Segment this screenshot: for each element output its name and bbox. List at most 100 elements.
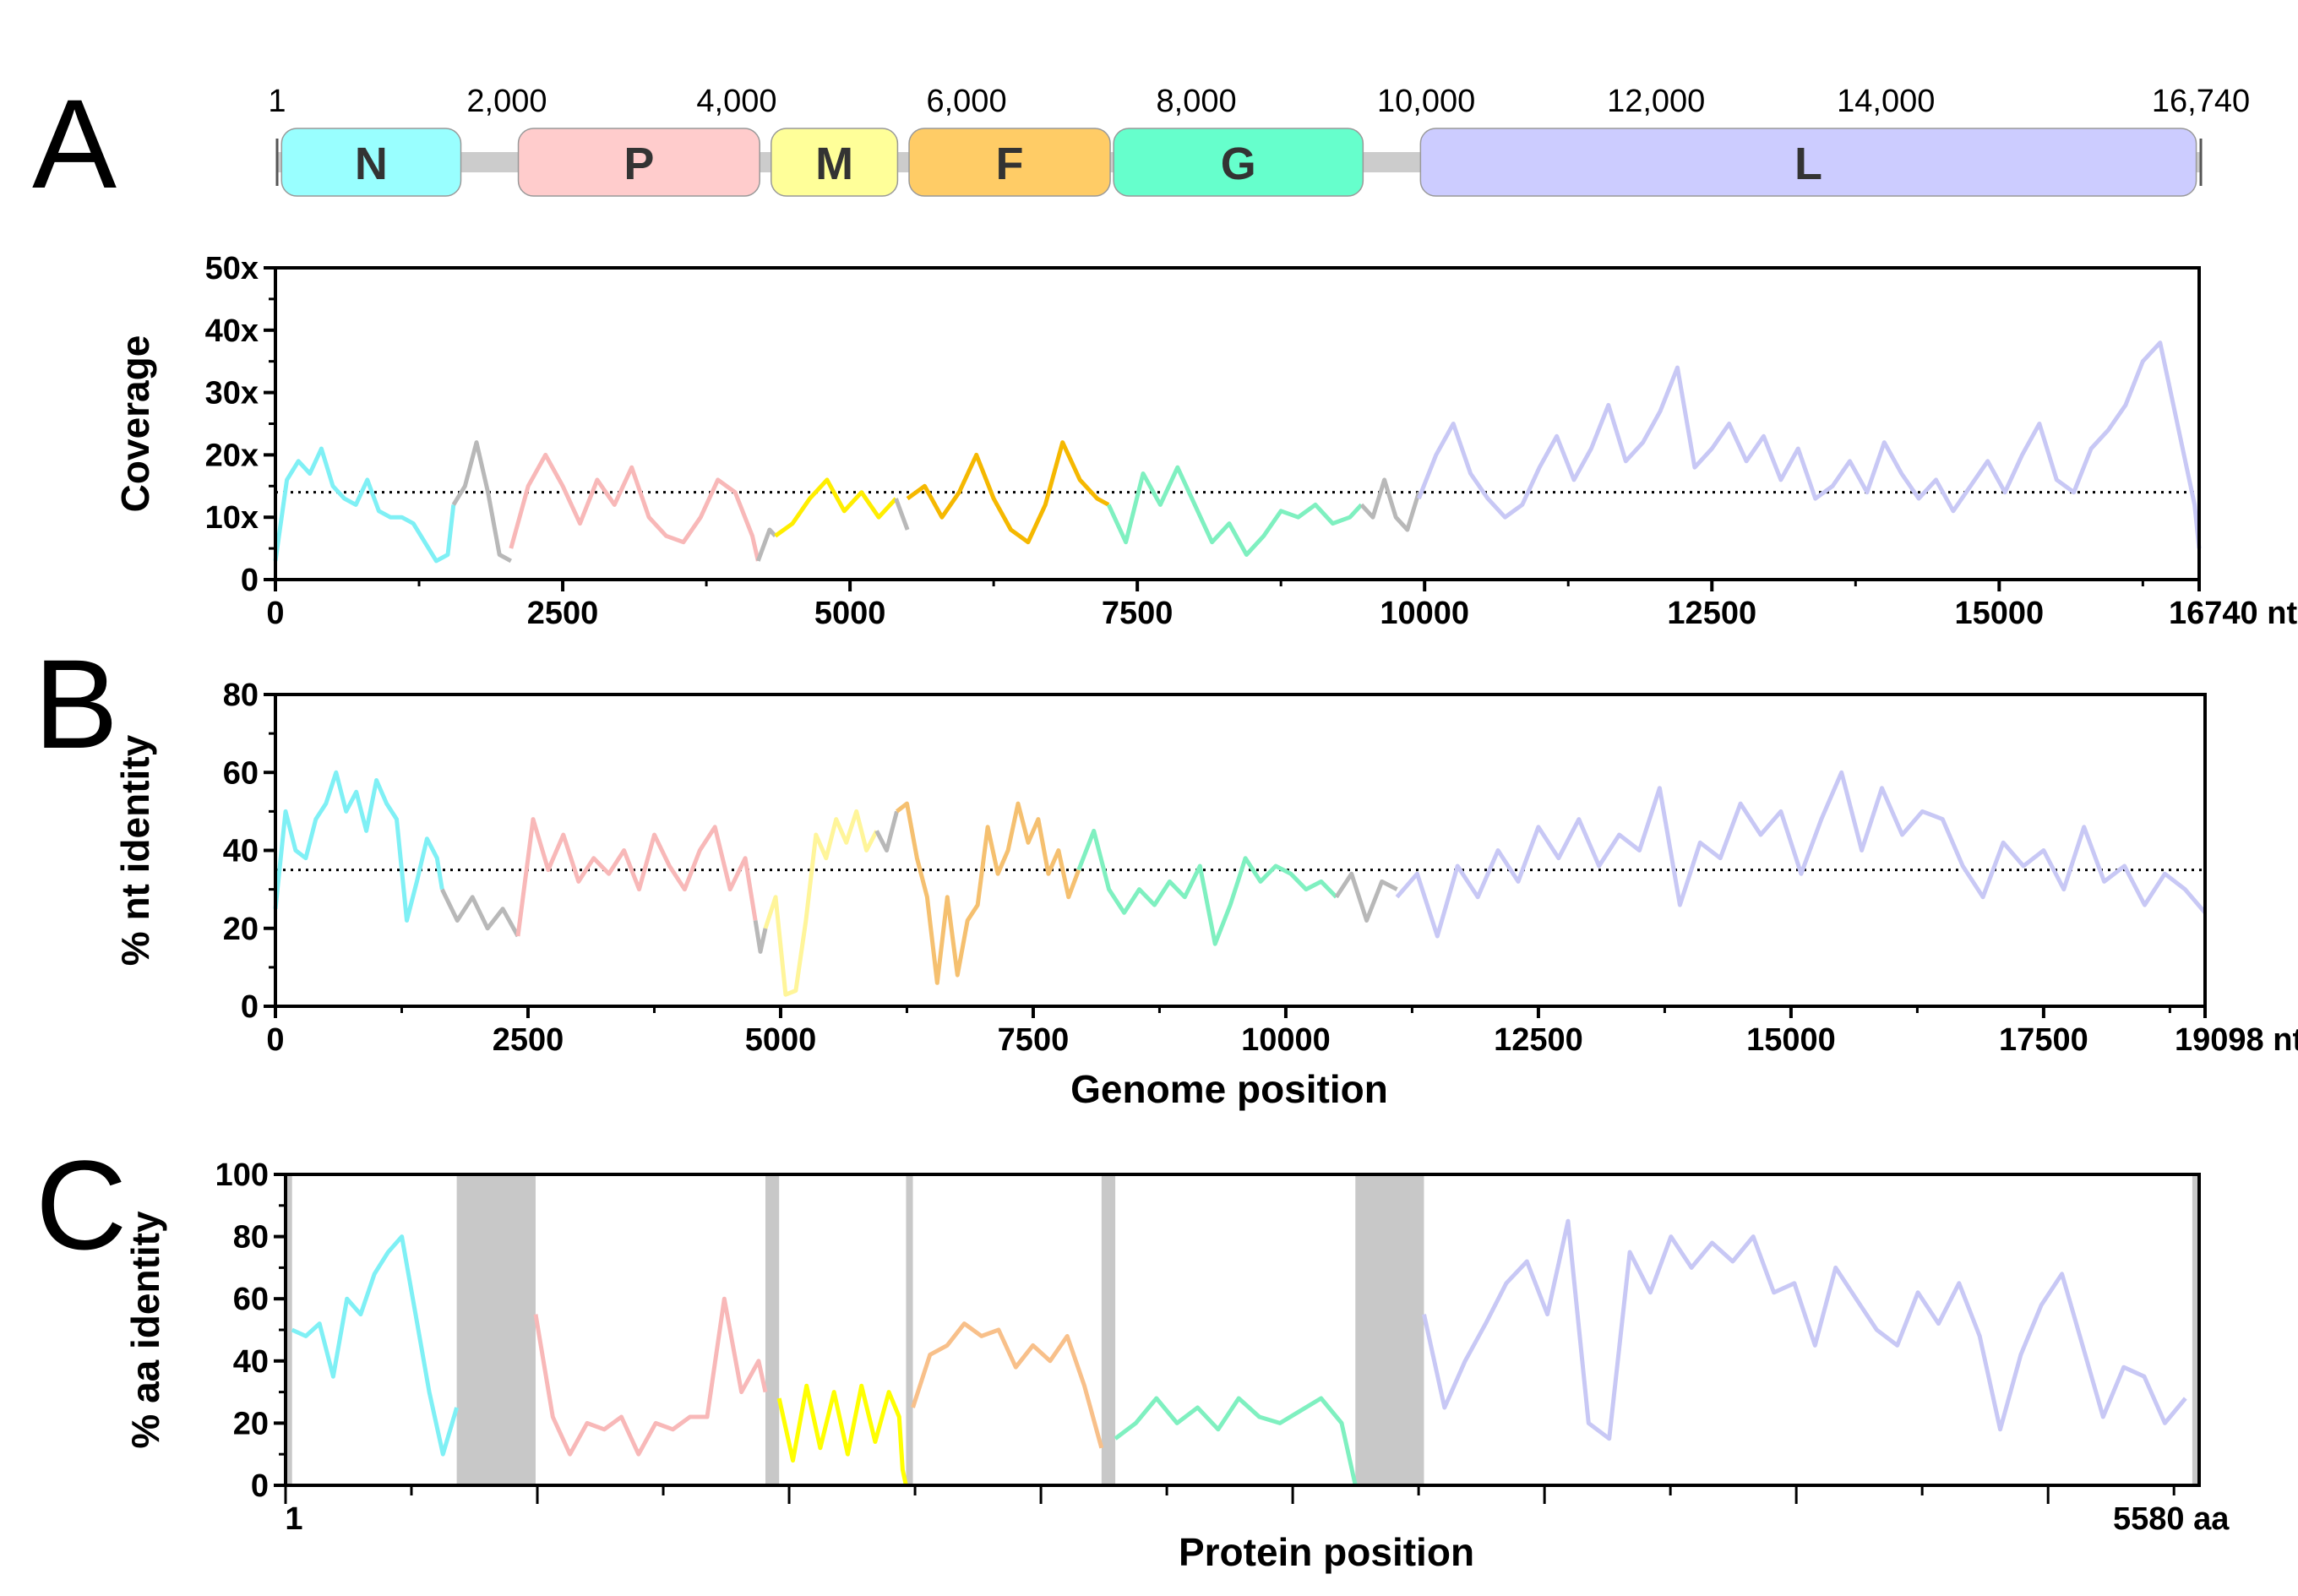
panel-letter-b: B — [34, 633, 118, 775]
y-tick-label: 20x — [205, 438, 259, 473]
alignment-gap-bar — [285, 1174, 292, 1485]
x-tick-label: 17500 — [1999, 1022, 2088, 1058]
genome-map-tick-label: 4,000 — [696, 84, 776, 119]
alignment-gap-bar — [2192, 1174, 2199, 1485]
series-line-l — [1417, 340, 2202, 549]
x-axis-title: Protein position — [1179, 1530, 1474, 1574]
series-line-m — [763, 809, 879, 997]
x-tick-label: 12500 — [1494, 1022, 1583, 1058]
y-tick-label: 60 — [223, 755, 259, 791]
series-line-f — [895, 801, 1081, 985]
genome-map-tick-label: 12,000 — [1607, 84, 1705, 119]
series-line-ig4 — [1359, 477, 1421, 532]
x-tick-label: 5580 aa — [2113, 1501, 2230, 1537]
series-line-ig3 — [894, 498, 910, 531]
genome-map: 1 2,000 4,000 6,000 8,000 10,000 12,000 14,000 1… — [268, 84, 2250, 197]
x-tick-label: 0 — [266, 596, 284, 631]
y-tick-label: 20 — [223, 912, 259, 947]
x-tick-label: 0 — [266, 1022, 284, 1058]
y-axis-title: % nt identity — [113, 734, 157, 966]
x-tick-label: 15000 — [1746, 1022, 1836, 1058]
gene-box-p — [517, 128, 760, 197]
series-line-g — [1076, 828, 1338, 946]
series-line-g — [1114, 1396, 1358, 1486]
genome-map-tick-label: 2,000 — [466, 84, 547, 119]
x-tick-label: 19098 nt — [2175, 1022, 2298, 1058]
x-tick-label: 7500 — [998, 1022, 1070, 1058]
series-line-ig1 — [451, 440, 512, 564]
x-tick-label: 2500 — [527, 596, 599, 631]
y-tick-label: 10x — [205, 500, 259, 536]
genome-map-tick-label: 16,740 — [2152, 84, 2250, 119]
series-line-l — [1395, 770, 2207, 939]
series-line-ig1 — [440, 888, 520, 938]
series-line-f — [911, 1321, 1104, 1449]
aa-identity-chart: 0 20 40 60 80 100 % aa identity 1 5580 aa Protein… — [123, 1158, 2230, 1574]
series-line-ig2 — [755, 527, 777, 562]
x-tick-label: 10000 — [1241, 1022, 1331, 1058]
x-tick-label: 10000 — [1380, 596, 1469, 631]
plot-frame — [274, 266, 2201, 581]
y-tick-label: 0 — [241, 563, 259, 598]
gene-box-g — [1113, 128, 1364, 197]
x-tick-label: 2500 — [493, 1022, 564, 1058]
gene-label-g: G — [1221, 139, 1256, 189]
gene-label-m: M — [815, 139, 853, 189]
y-tick-label: 30x — [205, 376, 259, 411]
gene-box-m — [771, 128, 899, 197]
series-line-f — [906, 440, 1110, 545]
series-line-n — [273, 770, 444, 923]
x-tick-label: 16740 nt — [2169, 596, 2297, 631]
series-line-p — [509, 452, 760, 562]
series-line-m — [776, 1383, 908, 1486]
series-line-n — [273, 446, 456, 564]
plot-frame — [284, 1173, 2201, 1487]
alignment-gap-bar — [1355, 1174, 1424, 1485]
y-tick-label: 40 — [223, 834, 259, 869]
series-line-ig3 — [874, 810, 899, 852]
series-line-p — [533, 1296, 768, 1457]
y-tick-label: 40x — [205, 313, 259, 349]
series-line-ig2 — [753, 920, 768, 954]
y-tick-label: 50x — [205, 251, 259, 286]
y-tick-label: 80 — [223, 678, 259, 713]
y-axis-title: Coverage — [113, 335, 157, 513]
x-tick-label: 7500 — [1102, 596, 1174, 631]
gene-box-n — [280, 128, 462, 197]
series-line-g — [1106, 465, 1364, 557]
alignment-gap-bar — [1101, 1174, 1116, 1485]
x-tick-label: 15000 — [1954, 596, 2044, 631]
x-axis-title: Genome position — [1070, 1067, 1388, 1111]
x-tick-label: 5000 — [745, 1022, 817, 1058]
genome-map-tick-label: 1 — [268, 84, 286, 119]
coverage-chart: 0 10x 20x 30x 40x 50x 0 2500 5000 7500 10000 12500 1… — [113, 251, 2297, 631]
x-tick-label: 5000 — [814, 596, 886, 631]
gene-label-l: L — [1794, 139, 1822, 189]
x-tick-label: 1 — [285, 1501, 302, 1537]
y-tick-label: 60 — [233, 1282, 269, 1317]
genome-map-tick-label: 10,000 — [1377, 84, 1475, 119]
alignment-gap-bar — [456, 1174, 536, 1485]
series-line-ig4 — [1334, 871, 1398, 923]
genome-map-tick-label: 8,000 — [1157, 84, 1237, 119]
alignment-gap-bar — [906, 1174, 913, 1485]
panel-letter-c: C — [35, 1134, 127, 1276]
gene-label-n: N — [355, 139, 388, 189]
nt-identity-chart: 0 20 40 60 80 0 2500 5000 7500 10000 12500 15000 175… — [113, 678, 2298, 1111]
y-tick-label: 40 — [233, 1344, 269, 1380]
genome-map-tick-label: 6,000 — [926, 84, 1006, 119]
panel-letter-a: A — [32, 73, 117, 215]
genome-map-tick-label: 14,000 — [1837, 84, 1935, 119]
gene-box-f — [908, 128, 1111, 197]
gene-label-f: F — [996, 139, 1024, 189]
y-tick-label: 0 — [251, 1468, 269, 1504]
series-line-m — [774, 477, 898, 538]
series-line-p — [515, 817, 758, 937]
plot-frame — [274, 693, 2207, 1008]
x-tick-label: 12500 — [1667, 596, 1756, 631]
gene-box-l — [1419, 128, 2197, 197]
series-line-l — [1422, 1218, 2187, 1441]
y-tick-label: 0 — [241, 989, 259, 1025]
y-tick-label: 80 — [233, 1220, 269, 1256]
